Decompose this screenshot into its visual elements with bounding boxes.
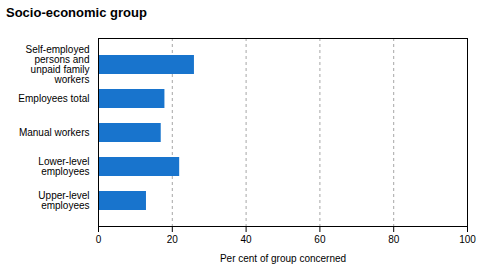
svg-text:20: 20 [167,234,179,245]
svg-text:0: 0 [96,234,102,245]
svg-text:Self-employedpersons andunpaid: Self-employedpersons andunpaid familywor… [26,44,90,85]
html-text:Socio-economic group: Socio-economic group [6,5,147,20]
svg-text:Upper-levelemployees: Upper-levelemployees [38,190,89,211]
svg-text:100: 100 [459,234,476,245]
svg-text:40: 40 [241,234,253,245]
svg-text:60: 60 [314,234,326,245]
svg-text:Per cent of group concerned: Per cent of group concerned [220,253,346,264]
svg-text:Lower-levelemployees: Lower-levelemployees [38,156,89,177]
svg-text:Employees total: Employees total [18,93,89,104]
svg-text:Manual workers: Manual workers [19,127,90,138]
svg-text:80: 80 [388,234,400,245]
